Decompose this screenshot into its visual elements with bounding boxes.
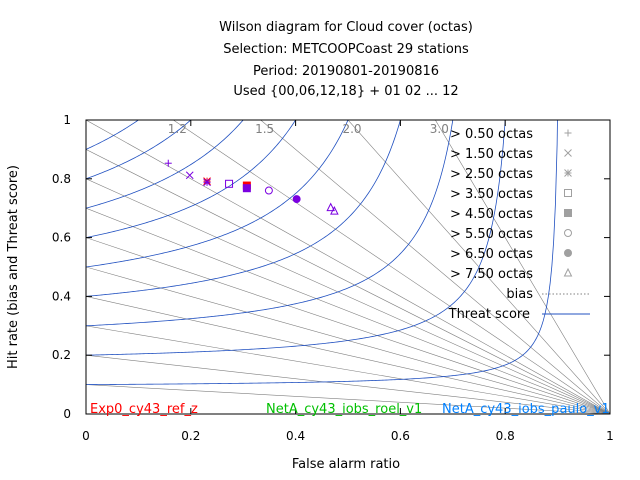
legend-marker-6 xyxy=(564,249,572,257)
x-tick-label-3: 0.6 xyxy=(391,429,410,443)
title-line-2: Selection: METCOOPCoast 29 stations xyxy=(223,42,469,57)
title-line-4: Used {00,06,12,18} + 01 02 ... 12 xyxy=(233,84,458,99)
ts-curve-1 xyxy=(86,120,506,356)
legend-bias-label: bias xyxy=(506,287,533,302)
bias-line-9 xyxy=(86,120,610,414)
legend-ts-label: Threat score xyxy=(448,307,530,322)
legend-label-5: > 5.50 octas xyxy=(450,227,533,242)
bias-line-11 xyxy=(260,120,610,414)
bias-line-13 xyxy=(434,120,610,414)
point-7-0 xyxy=(326,202,336,212)
bias-label-2: 2.0 xyxy=(342,122,361,136)
legend-marker-4 xyxy=(564,209,572,217)
x-tick-label-2: 0.4 xyxy=(286,429,305,443)
chart-title: Wilson diagram for Cloud cover (octas) S… xyxy=(219,20,473,99)
y-axis-ticks: 0 0.2 0.4 0.6 0.8 1 xyxy=(52,113,610,421)
y-tick-label-0: 0 xyxy=(63,407,71,421)
experiment-labels: Exp0_cy43_ref_z NetA_cy43_iobs_roel_v1 Net… xyxy=(90,402,610,417)
x-axis-label: False alarm ratio xyxy=(292,457,400,472)
ts-curve-0 xyxy=(86,120,558,385)
bias-line-1 xyxy=(86,354,610,414)
y-tick-label-2: 0.4 xyxy=(52,289,71,303)
point-6-0 xyxy=(292,195,301,204)
title-line-3: Period: 20190801-20190816 xyxy=(253,64,439,79)
ts-curve-2 xyxy=(86,120,454,327)
ts-curve-7 xyxy=(86,120,192,180)
legend-marker-3 xyxy=(564,189,572,197)
bias-labels: 1.2 1.5 2.0 3.0 xyxy=(168,122,449,136)
legend-marker-5 xyxy=(564,229,572,237)
x-tick-label-5: 1 xyxy=(606,429,614,443)
bias-line-3 xyxy=(86,296,610,414)
bias-line-8 xyxy=(86,149,610,414)
legend-label-3: > 3.50 octas xyxy=(450,187,533,202)
ts-curve-4 xyxy=(86,120,349,268)
x-tick-label-0: 0 xyxy=(82,429,90,443)
y-tick-label-4: 0.8 xyxy=(52,172,71,186)
bias-label-3: 3.0 xyxy=(430,122,449,136)
bias-line-5 xyxy=(86,237,610,414)
bias-line-6 xyxy=(86,207,610,414)
legend-marker-1 xyxy=(564,149,572,157)
data-points xyxy=(164,159,339,215)
y-tick-label-3: 0.6 xyxy=(52,231,71,245)
bias-line-7 xyxy=(86,178,610,414)
plot-frame xyxy=(85,119,611,415)
point-4-1 xyxy=(242,184,251,193)
point-3-0 xyxy=(225,179,234,188)
ts-curve-3 xyxy=(86,120,401,297)
legend-label-1: > 1.50 octas xyxy=(450,147,533,162)
title-line-1: Wilson diagram for Cloud cover (octas) xyxy=(219,20,473,35)
y-tick-label-5: 1 xyxy=(63,113,71,127)
experiment-label-0: Exp0_cy43_ref_z xyxy=(90,402,198,417)
ts-curve-6 xyxy=(86,120,244,209)
legend-marker-7 xyxy=(563,267,573,277)
point-1-0 xyxy=(185,171,194,180)
point-5-0 xyxy=(264,186,273,195)
x-tick-label-1: 0.2 xyxy=(181,429,200,443)
experiment-label-1: NetA_cy43_iobs_roel_v1 xyxy=(266,402,422,417)
x-axis-ticks: 0 0.2 0.4 0.6 0.8 1 xyxy=(82,120,614,443)
y-tick-label-1: 0.2 xyxy=(52,348,71,362)
bias-line-0 xyxy=(86,384,610,414)
bias-label-1: 1.5 xyxy=(255,122,274,136)
legend-label-4: > 4.50 octas xyxy=(450,207,533,222)
legend-label-2: > 2.50 octas xyxy=(450,167,533,182)
legend-label-6: > 6.50 octas xyxy=(450,247,533,262)
point-7-1 xyxy=(330,206,339,215)
point-0-0 xyxy=(164,159,172,167)
legend-label-0: > 0.50 octas xyxy=(450,127,533,142)
bias-label-0: 1.2 xyxy=(168,122,187,136)
ts-curve-5 xyxy=(86,120,297,238)
legend-label-7: > 7.50 octas xyxy=(450,267,533,282)
y-axis-label: Hit rate (bias and Threat score) xyxy=(6,165,21,369)
legend: > 0.50 octas > 1.50 octas > 2.50 octas > 3.… xyxy=(448,127,590,322)
legend-marker-2 xyxy=(564,169,572,177)
x-tick-label-4: 0.8 xyxy=(496,429,515,443)
bias-line-2 xyxy=(86,325,610,414)
bias-line-12 xyxy=(347,120,610,414)
legend-marker-0 xyxy=(564,129,572,137)
experiment-label-2: NetA_cy43_iobs_paulo_v1 xyxy=(442,402,610,417)
point-2-1 xyxy=(203,178,211,187)
threat-score-curves xyxy=(86,120,558,385)
